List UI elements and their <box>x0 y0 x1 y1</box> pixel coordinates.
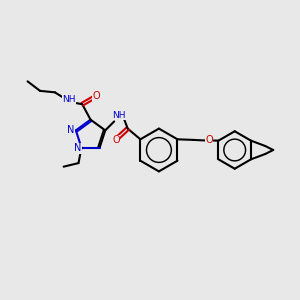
Text: O: O <box>112 136 120 146</box>
Text: N: N <box>74 143 81 153</box>
Text: N: N <box>68 125 75 135</box>
Text: NH: NH <box>112 111 126 120</box>
Text: O: O <box>93 91 100 101</box>
Text: O: O <box>205 136 213 146</box>
Text: NH: NH <box>62 95 76 104</box>
